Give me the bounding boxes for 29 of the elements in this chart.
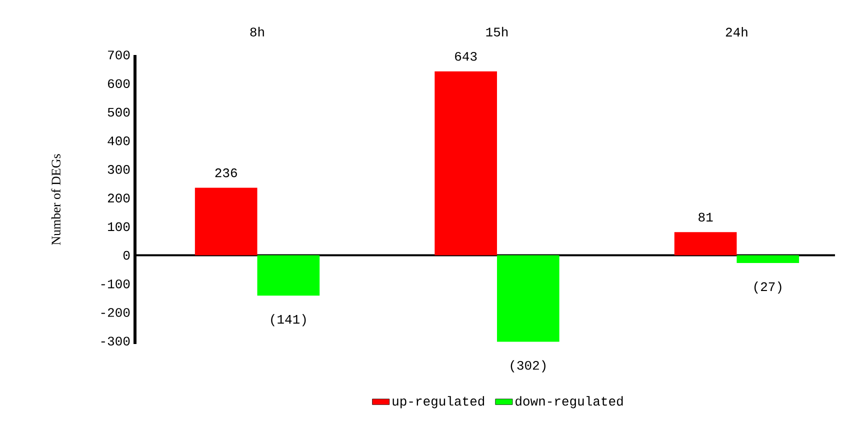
data-label: (27)	[754, 282, 782, 294]
y-tick-label: -200	[101, 308, 130, 317]
y-tick-label: 600	[108, 79, 130, 88]
bar	[194, 188, 258, 256]
data-label: (141)	[271, 314, 306, 326]
x-tick-label: 24h	[726, 27, 748, 36]
y-tick-label: -300	[101, 336, 130, 346]
x-tick-label: 8h	[250, 26, 264, 36]
data-label: 643	[455, 52, 477, 61]
y-tick-label: 500	[108, 108, 130, 117]
y-tick-label: 300	[108, 165, 130, 174]
legend-label: down-regulated	[516, 396, 623, 408]
data-label: (302)	[510, 360, 546, 372]
bar	[257, 255, 320, 296]
y-axis-title: Number of DEGs	[51, 154, 60, 245]
y-tick-label: 100	[108, 222, 130, 232]
y-tick-label: 200	[108, 194, 130, 202]
bar	[736, 255, 800, 264]
bar	[674, 232, 737, 256]
legend-label: up-regulated	[392, 396, 484, 408]
y-tick-label: 0	[123, 250, 130, 260]
data-label: 236	[215, 168, 237, 178]
bar	[434, 71, 497, 256]
data-label: 81	[698, 212, 713, 222]
y-tick-label: 400	[108, 136, 130, 146]
x-tick-label: 15h	[486, 26, 508, 36]
y-tick-label: -100	[101, 279, 130, 288]
y-tick-label: 700	[108, 50, 130, 60]
bar	[496, 255, 560, 342]
